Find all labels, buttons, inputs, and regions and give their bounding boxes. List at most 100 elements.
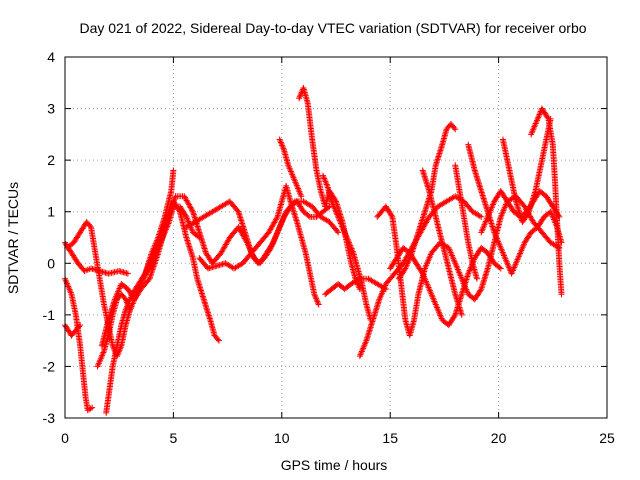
- data-point-marker: [476, 213, 483, 220]
- data-point-marker: [320, 174, 327, 181]
- data-point-marker: [504, 260, 511, 267]
- data-point-marker: [497, 265, 504, 272]
- data-point-marker: [298, 193, 305, 200]
- data-point-marker: [473, 275, 480, 282]
- data-point-marker: [76, 323, 83, 330]
- series-track-08: [183, 198, 333, 267]
- y-tick-label: 4: [47, 49, 55, 65]
- data-point-marker: [452, 126, 459, 133]
- series-track-19: [452, 162, 480, 282]
- data-point-marker: [313, 295, 320, 302]
- series-track-13: [322, 275, 389, 298]
- data-point-marker: [124, 270, 131, 277]
- data-point-marker: [340, 226, 347, 233]
- data-point-marker: [276, 136, 283, 143]
- x-tick-label: 10: [274, 430, 290, 446]
- data-point-marker: [339, 223, 346, 230]
- data-point-marker: [347, 242, 354, 249]
- data-point-marker: [349, 247, 356, 254]
- data-point-marker: [537, 109, 544, 116]
- x-tick-label: 0: [61, 430, 69, 446]
- data-point-marker: [315, 300, 322, 307]
- data-point-marker: [322, 178, 329, 185]
- data-point-marker: [296, 93, 303, 100]
- grid-lines: [65, 57, 607, 418]
- x-tick-label: 20: [491, 430, 507, 446]
- data-point-marker: [506, 264, 513, 271]
- data-point-marker: [336, 216, 343, 223]
- data-point-marker: [341, 227, 348, 234]
- x-axis-label: GPS time / hours: [281, 457, 388, 473]
- series-track-05: [94, 198, 222, 370]
- data-point-marker: [311, 291, 318, 298]
- data-point-marker: [401, 266, 408, 273]
- data-point-marker: [329, 201, 336, 208]
- chart-title: Day 021 of 2022, Sidereal Day-to-day VTE…: [79, 20, 586, 36]
- y-tick-label: -1: [43, 307, 56, 323]
- series-track-23: [528, 105, 565, 298]
- data-point-marker: [344, 235, 351, 242]
- y-tick-label: 2: [47, 152, 55, 168]
- data-point-marker: [347, 244, 354, 251]
- data-point-marker: [176, 207, 183, 214]
- data-point-marker: [87, 405, 94, 412]
- data-point-marker: [346, 241, 353, 248]
- data-point-marker: [334, 213, 341, 220]
- data-point-marker: [297, 92, 304, 99]
- data-point-marker: [321, 175, 328, 182]
- data-point-marker: [544, 114, 551, 121]
- y-tick-label: -3: [43, 410, 56, 426]
- series-track-10: [276, 136, 305, 200]
- data-point-marker: [305, 212, 312, 219]
- data-point-marker: [451, 313, 458, 320]
- data-point-marker: [337, 219, 344, 226]
- data-point-marker: [325, 204, 332, 211]
- data-point-marker: [77, 322, 84, 329]
- data-point-marker: [477, 287, 484, 294]
- data-point-marker: [319, 172, 326, 179]
- data-point-marker: [331, 204, 338, 211]
- data-point-marker: [296, 95, 303, 102]
- series-track-06: [103, 167, 177, 416]
- data-point-marker: [345, 238, 352, 245]
- data-point-marker: [525, 210, 532, 217]
- data-point-marker: [334, 228, 341, 235]
- data-point-marker: [335, 214, 342, 221]
- data-point-marker: [141, 271, 148, 278]
- data-point-marker: [332, 207, 339, 214]
- data-point-marker: [330, 202, 337, 209]
- axis-ticks: 0 5 10 15 20 25 -3 -2 -1 0 1 2 3 4: [43, 49, 615, 446]
- data-point-marker: [314, 298, 321, 305]
- x-tick-label: 25: [599, 430, 615, 446]
- y-tick-label: 3: [47, 101, 55, 117]
- y-axis-label: SDTVAR / TECUs: [5, 182, 21, 294]
- data-point-marker: [170, 167, 177, 174]
- data-point-marker: [278, 140, 285, 147]
- data-point-marker: [355, 276, 362, 283]
- data-point-marker: [334, 211, 341, 218]
- data-point-marker: [335, 229, 342, 236]
- data-point-marker: [277, 139, 284, 146]
- data-point-marker: [182, 212, 189, 219]
- data-point-marker: [329, 199, 336, 206]
- data-point-marker: [535, 114, 542, 121]
- data-point-marker: [336, 217, 343, 224]
- data-point-marker: [215, 337, 222, 344]
- data-point-marker: [122, 296, 129, 303]
- data-point-marker: [323, 181, 330, 188]
- data-point-marker: [279, 143, 286, 150]
- data-point-marker: [341, 229, 348, 236]
- data-point-marker: [338, 221, 345, 228]
- data-markers: [62, 84, 565, 416]
- data-point-marker: [346, 239, 353, 246]
- data-point-marker: [534, 115, 541, 122]
- data-point-marker: [505, 263, 512, 270]
- y-tick-label: 1: [47, 204, 55, 220]
- data-point-marker: [337, 220, 344, 227]
- data-point-marker: [86, 222, 93, 229]
- data-point-marker: [273, 215, 280, 222]
- y-tick-label: -2: [43, 358, 56, 374]
- data-point-marker: [214, 336, 221, 343]
- data-point-marker: [535, 112, 542, 119]
